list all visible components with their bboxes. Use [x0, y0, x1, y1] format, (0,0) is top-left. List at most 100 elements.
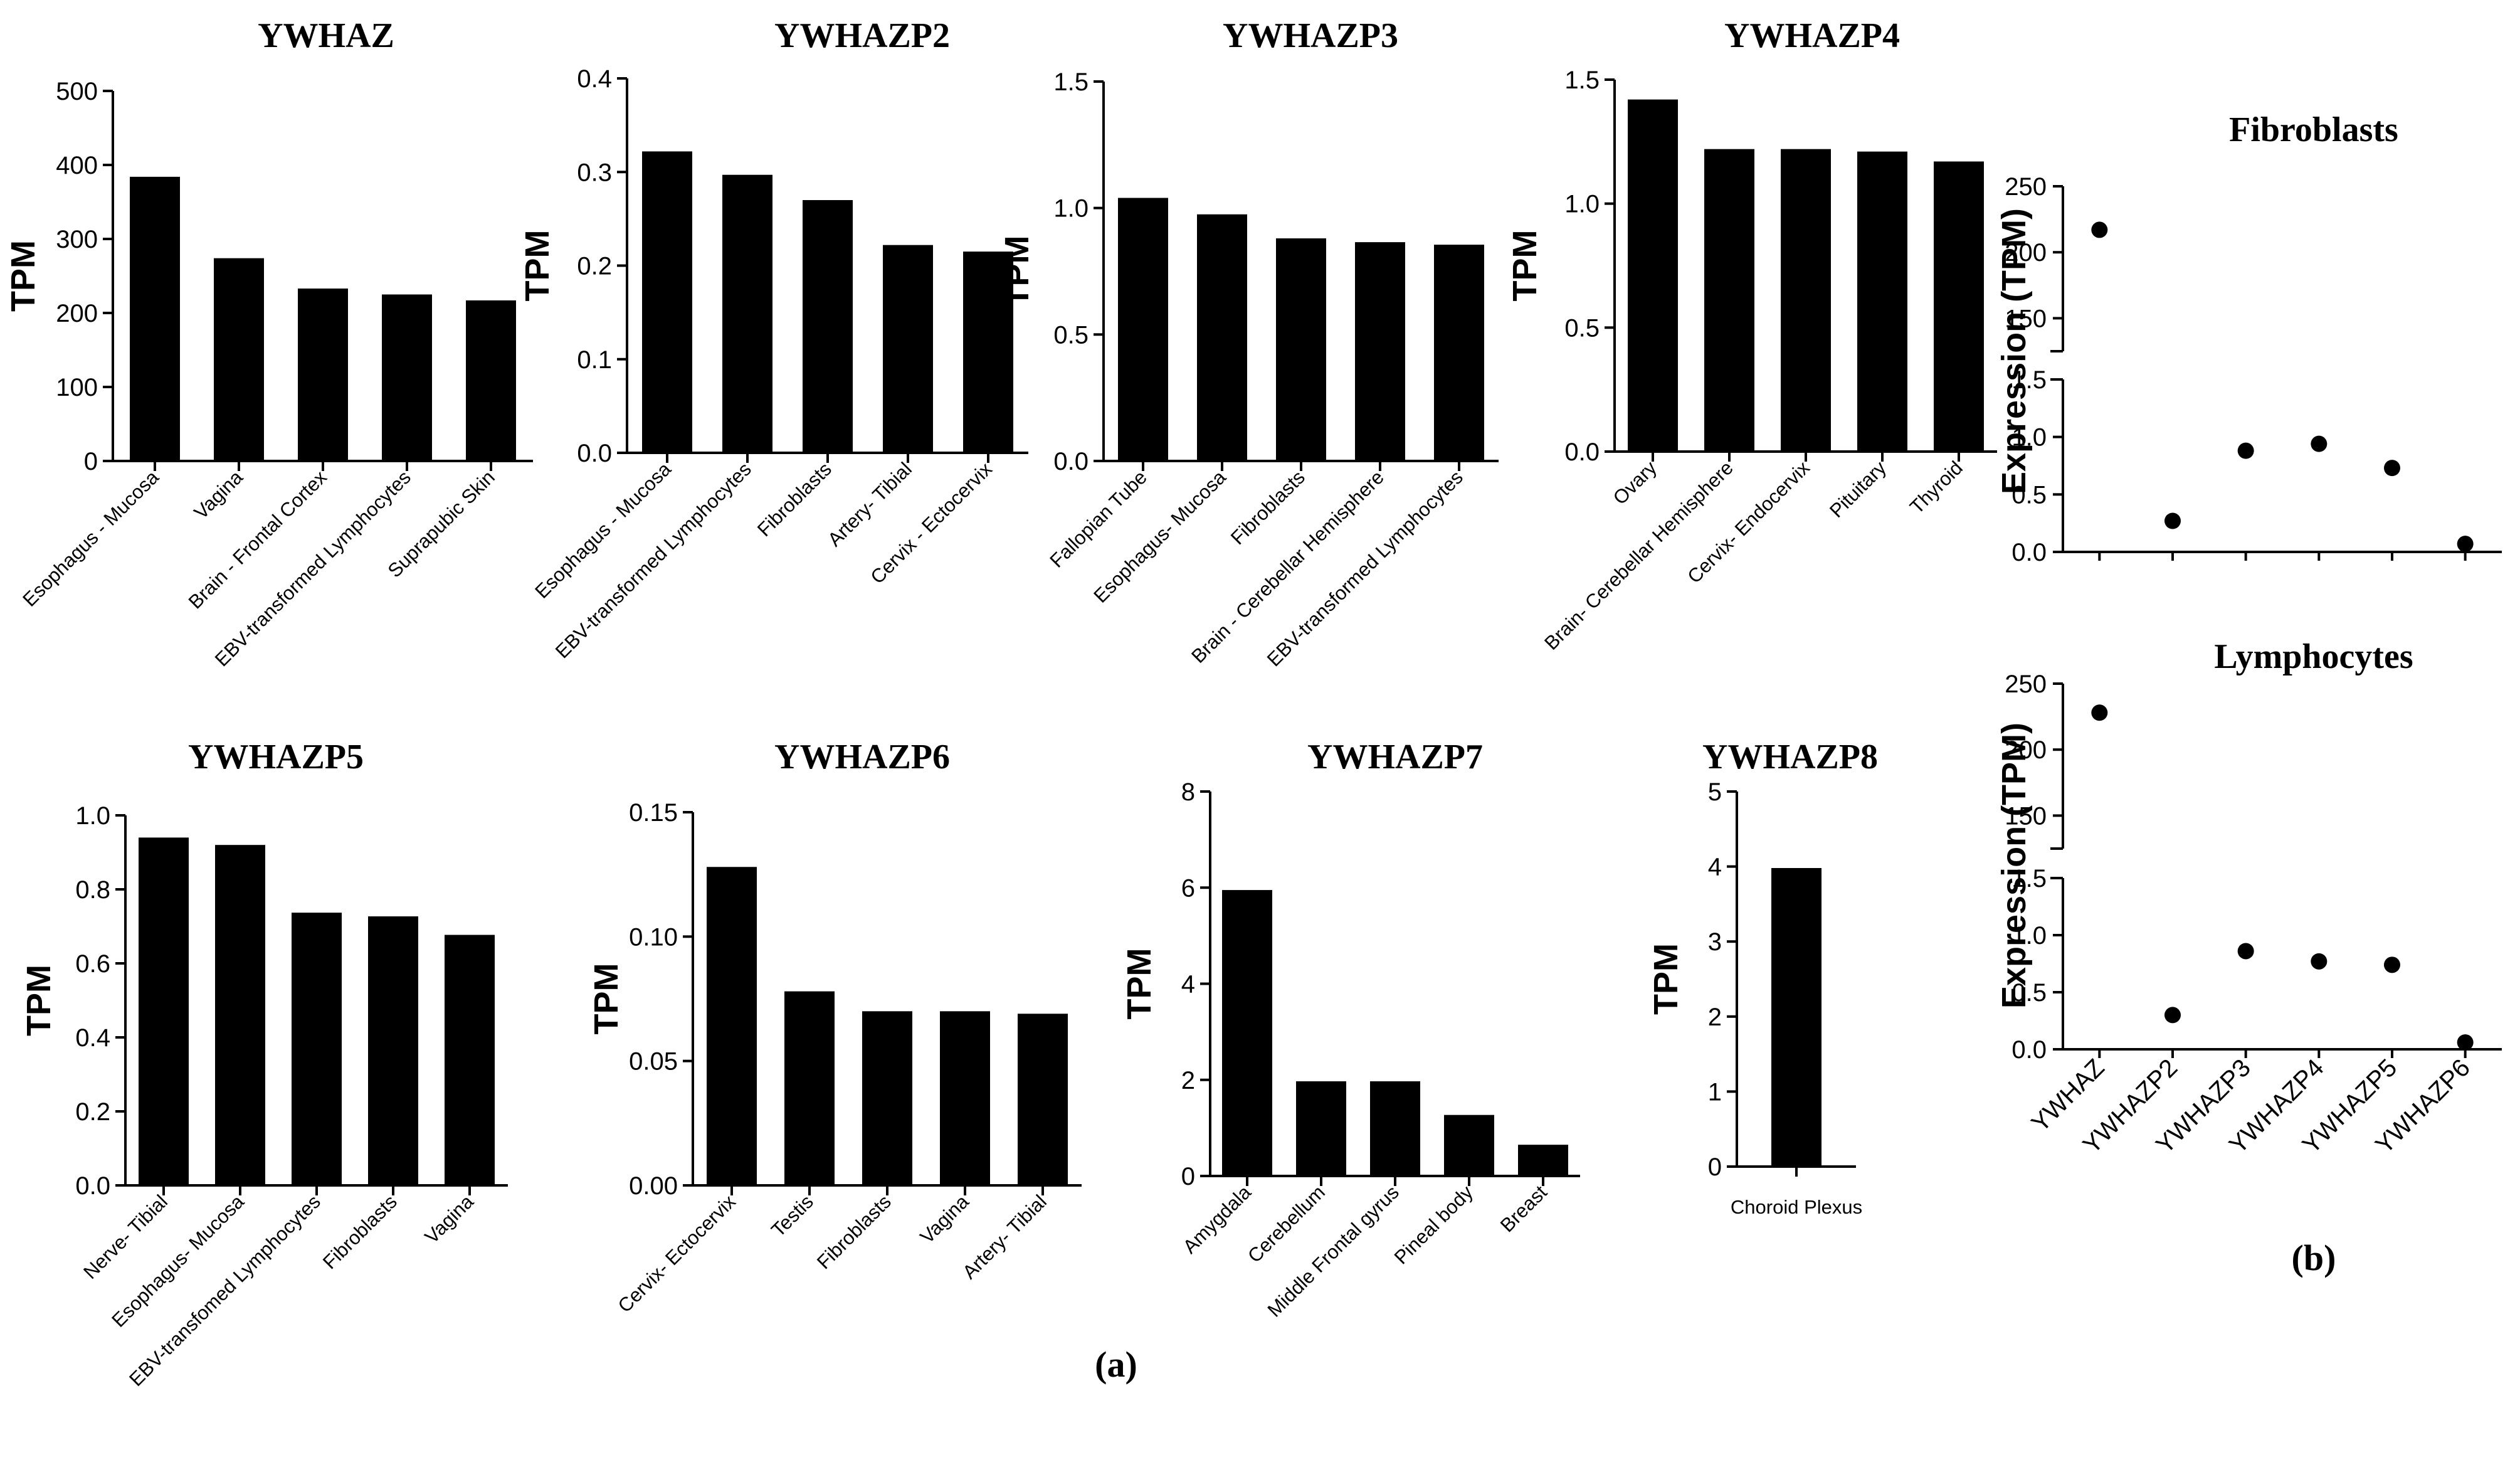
bar	[214, 258, 264, 461]
y-tick-label: 2	[1708, 1004, 1722, 1031]
x-tick-label: Artery- Tibial	[958, 1190, 1051, 1283]
y-tick-label: 8	[1181, 778, 1195, 806]
bar	[803, 200, 853, 453]
y-axis-label: TPM	[1647, 943, 1685, 1015]
bar	[784, 991, 835, 1185]
bar	[1355, 242, 1405, 461]
bar	[1118, 198, 1168, 461]
x-tick-label: Vagina	[421, 1190, 478, 1248]
data-point	[2164, 512, 2181, 529]
y-tick-label: 6	[1181, 874, 1195, 902]
data-point	[2237, 442, 2254, 459]
y-tick-label: 0.0	[1564, 438, 1600, 466]
y-axis-label: TPM	[519, 230, 556, 302]
y-tick-label: 5	[1708, 778, 1722, 806]
y-tick-label: 200	[2005, 239, 2047, 267]
x-tick-label: Esophagus- Mucosa	[107, 1190, 248, 1332]
bar	[1628, 99, 1678, 452]
chart-title: Lymphocytes	[2214, 637, 2413, 676]
y-tick-label: 0.0	[2011, 1036, 2047, 1064]
y-tick-label: 1.0	[2011, 424, 2047, 452]
bar	[883, 245, 933, 453]
data-point	[2091, 704, 2108, 721]
x-tick-label: Esophagus - Mucosa	[530, 458, 675, 603]
x-tick-label: Choroid Plexus	[1731, 1196, 1862, 1218]
y-tick-label: 1.0	[1053, 195, 1089, 223]
x-tick-label: Brain - Frontal Cortex	[184, 466, 332, 613]
bar	[1771, 867, 1821, 1167]
x-tick-label: Fibroblasts	[1226, 466, 1309, 549]
x-tick-label: Fibroblasts	[319, 1190, 401, 1273]
bar	[445, 935, 495, 1185]
y-tick-label: 0.2	[75, 1098, 110, 1126]
y-tick-label: 0.8	[75, 876, 110, 904]
y-tick-label: 1.5	[1053, 68, 1089, 96]
bar	[940, 1011, 990, 1185]
bar	[1781, 149, 1831, 452]
x-tick-label: Fibroblasts	[813, 1190, 895, 1273]
x-tick-label: Esophagus- Mucosa	[1089, 466, 1230, 607]
y-tick-label: 4	[1708, 854, 1722, 881]
bar	[215, 845, 265, 1185]
y-tick-label: 0.5	[1564, 314, 1600, 342]
y-tick-label: 0.5	[2011, 481, 2047, 509]
chart-title: YWHAZP7	[1307, 738, 1483, 776]
chart-title: YWHAZP4	[1724, 16, 1900, 55]
y-axis-label: TPM	[1120, 948, 1158, 1020]
y-axis-label: TPM	[1506, 230, 1544, 302]
bar	[368, 916, 418, 1185]
bar	[292, 913, 342, 1185]
bar	[963, 252, 1013, 453]
y-tick-label: 500	[56, 78, 98, 105]
bar	[466, 300, 516, 461]
bar	[642, 151, 692, 453]
chart-title: Fibroblasts	[2229, 110, 2398, 149]
y-tick-label: 0.4	[577, 65, 612, 93]
y-tick-label: 0.5	[1053, 321, 1089, 349]
y-tick-label: 100	[56, 374, 98, 401]
y-tick-label: 0.10	[629, 923, 678, 951]
y-tick-label: 0.5	[2011, 979, 2047, 1007]
y-axis-label: TPM	[20, 965, 58, 1036]
y-axis-label: TPM	[998, 236, 1036, 307]
bar	[1704, 149, 1754, 452]
y-tick-label: 0.00	[629, 1172, 678, 1200]
x-tick-label: Amygdala	[1179, 1181, 1256, 1258]
y-axis-label: Expression (TPM)	[1995, 208, 2033, 494]
y-tick-label: 0.4	[75, 1024, 110, 1052]
y-tick-label: 0	[1181, 1163, 1195, 1190]
data-point	[2237, 943, 2254, 960]
x-tick-label: Esophagus - Mucosa	[18, 466, 163, 611]
x-tick-label: Testis	[767, 1190, 818, 1241]
bar	[130, 176, 180, 461]
y-tick-label: 0	[84, 448, 98, 475]
y-tick-label: 3	[1708, 928, 1722, 956]
y-tick-label: 0	[1708, 1153, 1722, 1181]
y-tick-label: 0.15	[629, 799, 678, 827]
x-tick-label: Vagina	[190, 466, 248, 524]
x-tick-label: Cervix- Ectocervix	[614, 1190, 741, 1317]
data-point	[2384, 956, 2400, 973]
y-tick-label: 1.0	[75, 802, 110, 830]
bar	[1197, 214, 1247, 461]
bar	[1276, 238, 1326, 461]
data-point	[2091, 221, 2108, 238]
y-tick-label: 1	[1708, 1078, 1722, 1106]
x-tick-label: Fibroblasts	[753, 458, 836, 541]
chart-title: YWHAZ	[258, 16, 394, 55]
data-point	[2457, 1034, 2474, 1051]
bar	[1018, 1014, 1068, 1185]
y-tick-label: 150	[2005, 802, 2047, 830]
y-tick-label: 0.0	[577, 440, 612, 467]
y-tick-label: 2	[1181, 1067, 1195, 1094]
y-tick-label: 0.6	[75, 950, 110, 978]
data-point	[2311, 953, 2328, 970]
chart-title: YWHAZP2	[774, 16, 950, 55]
bar	[382, 294, 432, 461]
data-point	[2457, 536, 2474, 553]
x-tick-label: Pineal body	[1390, 1181, 1478, 1269]
chart-title: YWHAZP5	[188, 738, 364, 776]
x-tick-label: Middle Frontal gyrus	[1263, 1181, 1403, 1321]
y-tick-label: 300	[56, 226, 98, 253]
